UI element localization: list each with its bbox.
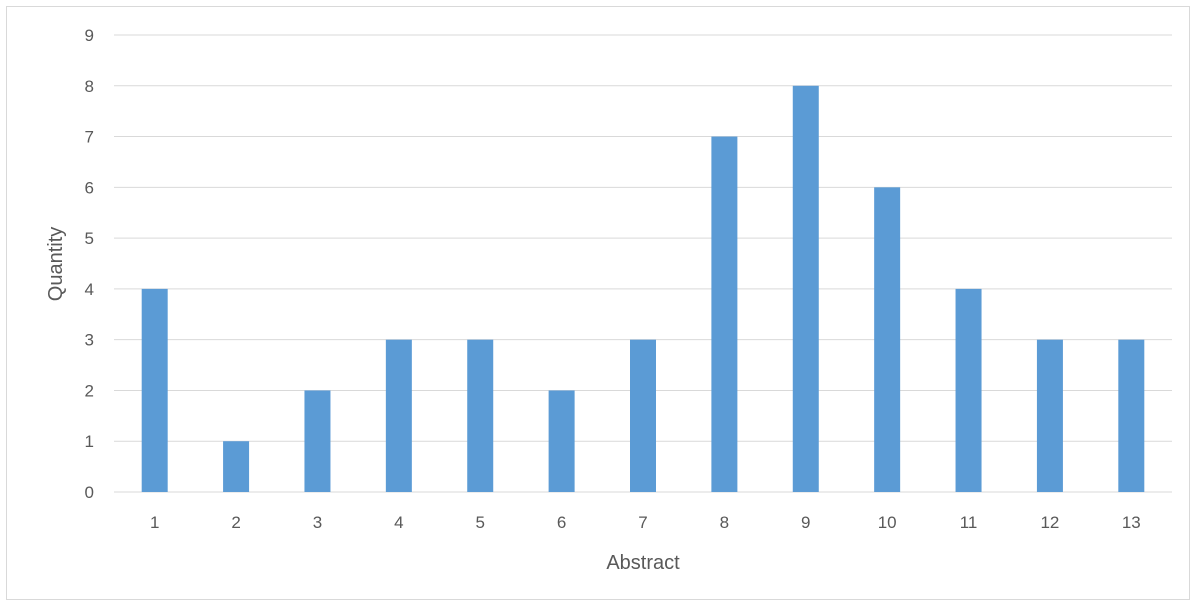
y-axis-ticks: 0 1 2 3 4 5 6 7 8 9 [85,26,94,502]
bar [711,136,738,493]
x-tick-label: 1 [150,513,159,532]
bar [304,390,331,492]
x-tick-label: 13 [1122,513,1141,532]
y-tick-label: 3 [85,331,94,350]
x-tick-label: 11 [960,513,978,532]
y-tick-label: 7 [85,128,94,147]
y-tick-label: 9 [85,26,94,45]
x-tick-label: 2 [231,513,240,532]
x-tick-label: 8 [720,513,729,532]
bar [792,85,819,493]
chart-area [6,6,1190,600]
bar [141,288,168,492]
x-tick-label: 12 [1040,513,1059,532]
x-tick-label: 6 [557,513,566,532]
bar [548,390,575,492]
x-tick-label: 5 [475,513,484,532]
y-tick-label: 2 [85,381,94,400]
x-axis-title: Abstract [606,552,680,574]
x-tick-label: 7 [638,513,647,532]
x-axis-ticks: 1 2 3 4 5 6 7 8 9 10 11 12 13 [150,513,1141,532]
bar [467,339,494,492]
y-tick-label: 6 [85,178,94,197]
bars [141,85,1145,493]
x-tick-label: 9 [801,513,810,532]
bar [223,441,250,492]
y-tick-label: 4 [85,280,94,299]
bar [1036,339,1063,492]
bar [955,288,982,492]
x-tick-label: 4 [394,513,403,532]
y-tick-label: 1 [85,432,94,451]
y-axis-title: Quantity [45,227,67,301]
x-tick-label: 3 [313,513,322,532]
y-tick-label: 0 [85,483,94,502]
bar [385,339,412,492]
bar [630,339,656,492]
gridlines [114,34,1172,493]
bar [874,187,901,493]
bar [1118,339,1145,492]
x-tick-label: 10 [878,513,897,532]
y-tick-label: 5 [85,229,94,248]
y-tick-label: 8 [85,77,94,96]
